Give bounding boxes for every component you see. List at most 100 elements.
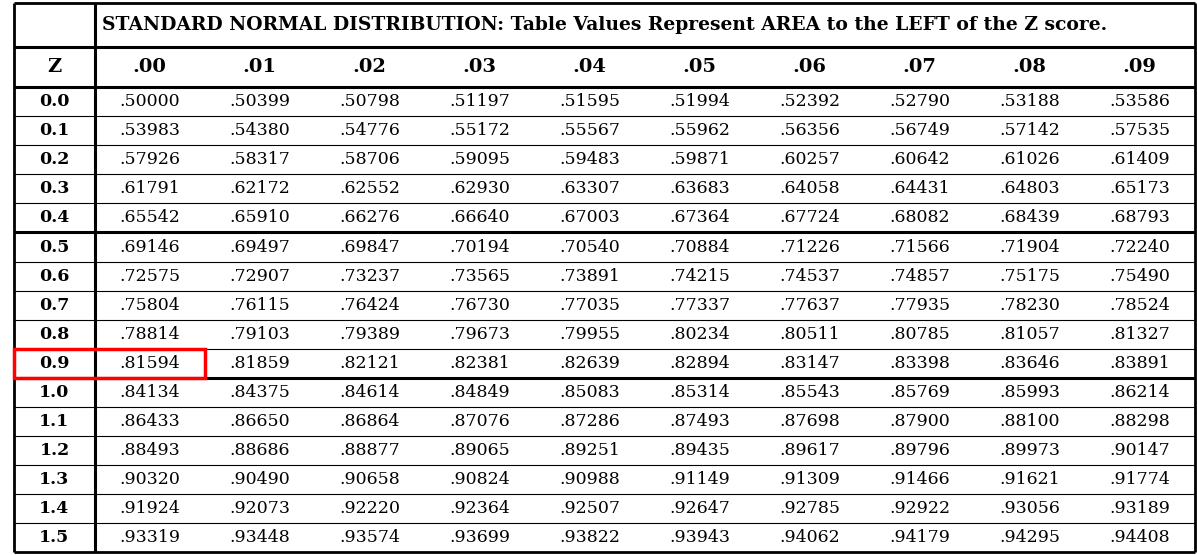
Text: .52392: .52392 [779, 93, 840, 110]
Text: .65910: .65910 [230, 209, 290, 226]
Text: .87286: .87286 [559, 413, 620, 430]
Text: .91309: .91309 [779, 471, 840, 488]
Text: .60257: .60257 [779, 152, 840, 168]
Text: .93319: .93319 [120, 529, 180, 546]
Text: .53983: .53983 [120, 122, 180, 139]
Text: .68439: .68439 [999, 209, 1061, 226]
Text: .65542: .65542 [120, 209, 180, 226]
Text: .89796: .89796 [889, 442, 950, 459]
Text: .76115: .76115 [230, 296, 290, 314]
Text: .92220: .92220 [339, 500, 400, 517]
Text: 0.7: 0.7 [40, 296, 69, 314]
Text: 0.9: 0.9 [40, 355, 69, 372]
Text: .91774: .91774 [1110, 471, 1169, 488]
Text: .77337: .77337 [669, 296, 730, 314]
Text: .06: .06 [792, 58, 827, 76]
Text: .93699: .93699 [449, 529, 510, 546]
Text: .86864: .86864 [340, 413, 400, 430]
Text: .84614: .84614 [340, 384, 400, 401]
Text: .83646: .83646 [999, 355, 1059, 372]
Text: .92785: .92785 [779, 500, 840, 517]
Text: .85543: .85543 [779, 384, 840, 401]
Text: .08: .08 [1013, 58, 1046, 76]
Text: .92647: .92647 [669, 500, 730, 517]
Text: 1.0: 1.0 [40, 384, 69, 401]
Text: .90490: .90490 [230, 471, 290, 488]
Text: .85769: .85769 [889, 384, 950, 401]
Text: .90824: .90824 [449, 471, 510, 488]
Text: .69847: .69847 [339, 239, 400, 255]
Text: .61409: .61409 [1110, 152, 1169, 168]
Text: .84849: .84849 [449, 384, 510, 401]
Text: .80234: .80234 [669, 326, 730, 343]
Text: .85993: .85993 [999, 384, 1061, 401]
Text: .62552: .62552 [339, 180, 400, 198]
Text: .86650: .86650 [230, 413, 290, 430]
Text: .86214: .86214 [1110, 384, 1169, 401]
Text: .50798: .50798 [339, 93, 400, 110]
Text: 0.4: 0.4 [40, 209, 69, 226]
Text: .67003: .67003 [559, 209, 620, 226]
Text: .51197: .51197 [449, 93, 510, 110]
Text: .67724: .67724 [779, 209, 840, 226]
Text: .00: .00 [133, 58, 166, 76]
Text: .89251: .89251 [559, 442, 620, 459]
Text: .59095: .59095 [449, 152, 510, 168]
Text: .60642: .60642 [889, 152, 950, 168]
Text: .51595: .51595 [559, 93, 620, 110]
Text: .84375: .84375 [229, 384, 290, 401]
Text: 1.4: 1.4 [40, 500, 69, 517]
Text: .90320: .90320 [120, 471, 180, 488]
Text: .94179: .94179 [889, 529, 950, 546]
Text: .72240: .72240 [1110, 239, 1169, 255]
Text: .90147: .90147 [1110, 442, 1169, 459]
Text: .72575: .72575 [119, 268, 181, 285]
Text: .75490: .75490 [1110, 268, 1169, 285]
Text: .03: .03 [462, 58, 497, 76]
Text: .05: .05 [682, 58, 717, 76]
Text: .82894: .82894 [669, 355, 730, 372]
Text: .77035: .77035 [559, 296, 620, 314]
Text: .75804: .75804 [120, 296, 180, 314]
Text: .04: .04 [572, 58, 607, 76]
Text: .50000: .50000 [120, 93, 180, 110]
Text: .93448: .93448 [230, 529, 290, 546]
Text: 0.3: 0.3 [40, 180, 69, 198]
Text: .73891: .73891 [559, 268, 620, 285]
Text: .07: .07 [903, 58, 936, 76]
Text: .52790: .52790 [889, 93, 950, 110]
Text: .93822: .93822 [559, 529, 620, 546]
Text: .58706: .58706 [339, 152, 400, 168]
Text: .57926: .57926 [120, 152, 180, 168]
Text: .81594: .81594 [120, 355, 180, 372]
Text: .59483: .59483 [559, 152, 620, 168]
Text: .89065: .89065 [449, 442, 510, 459]
Text: .72907: .72907 [229, 268, 290, 285]
Text: .80511: .80511 [779, 326, 840, 343]
Text: .92922: .92922 [889, 500, 950, 517]
Text: .86433: .86433 [120, 413, 180, 430]
Text: .62172: .62172 [229, 180, 290, 198]
Text: .90658: .90658 [339, 471, 400, 488]
Text: 0.5: 0.5 [40, 239, 69, 255]
Text: 1.5: 1.5 [40, 529, 69, 546]
Text: .85314: .85314 [669, 384, 730, 401]
Text: .67364: .67364 [669, 209, 730, 226]
Text: Z: Z [48, 58, 61, 76]
Text: 0.2: 0.2 [40, 152, 69, 168]
Text: .63683: .63683 [669, 180, 730, 198]
Text: .54776: .54776 [339, 122, 400, 139]
Text: 0.0: 0.0 [40, 93, 69, 110]
Text: .64058: .64058 [779, 180, 840, 198]
Text: .89973: .89973 [999, 442, 1061, 459]
Text: .77935: .77935 [889, 296, 950, 314]
Text: .81057: .81057 [999, 326, 1061, 343]
Text: .79389: .79389 [339, 326, 400, 343]
Text: .87076: .87076 [449, 413, 510, 430]
Text: .69146: .69146 [120, 239, 180, 255]
Text: .58317: .58317 [229, 152, 290, 168]
Text: .79673: .79673 [449, 326, 510, 343]
Text: .53586: .53586 [1110, 93, 1169, 110]
Text: .59871: .59871 [669, 152, 730, 168]
Text: .53188: .53188 [999, 93, 1061, 110]
